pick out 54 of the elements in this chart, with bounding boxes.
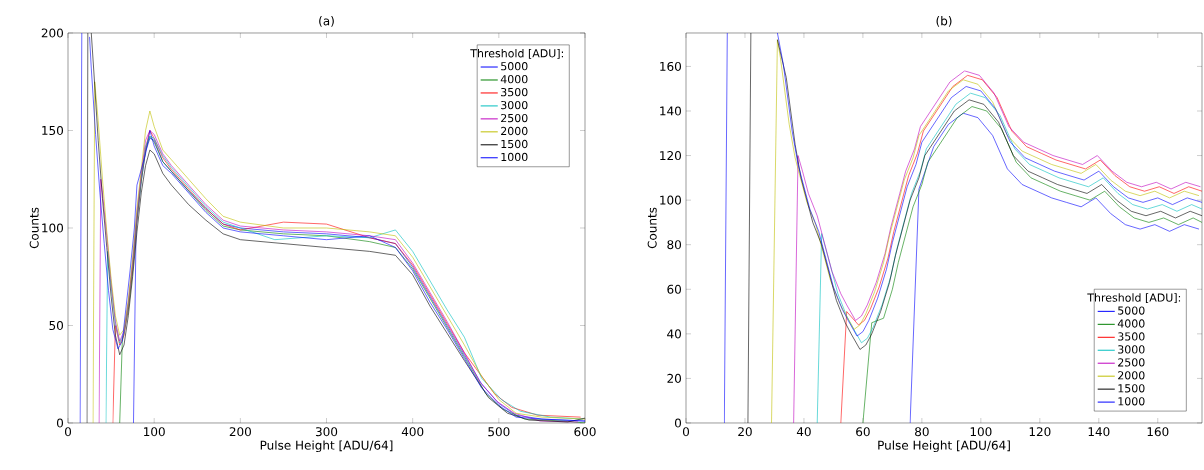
legend-title: Threshold [ADU]: [1087, 293, 1181, 304]
chart-title: (b) [936, 16, 952, 27]
legend-label: 3500 [501, 87, 528, 97]
x-axis-title: Pulse Height [ADU/64] [878, 440, 1010, 453]
y-tick-label: 100 [660, 195, 681, 205]
x-tick-label: 600 [574, 427, 596, 437]
y-axis-title: Counts [29, 207, 39, 249]
legend-title: Threshold [ADU]: [470, 48, 563, 59]
legend-label: 3000 [1118, 345, 1145, 354]
x-tick-label: 0 [64, 427, 72, 437]
y-tick-label: 50 [49, 320, 64, 331]
legend-label: 5000 [501, 62, 528, 71]
y-tick-label: 200 [41, 28, 64, 38]
legend-label: 2000 [1118, 371, 1145, 380]
y-axis-title: Counts [647, 207, 657, 249]
legend-label: 1000 [1118, 397, 1145, 406]
legend-label: 2000 [501, 126, 528, 136]
y-tick-label: 140 [660, 106, 681, 116]
legend-label: 2500 [501, 113, 528, 123]
x-tick-label: 100 [144, 427, 165, 437]
x-tick-label: 120 [1029, 427, 1051, 437]
y-tick-label: 40 [667, 329, 682, 339]
legend-label: 3500 [1118, 332, 1145, 341]
legend-label: 4000 [500, 75, 528, 84]
x-tick-label: 20 [738, 427, 752, 437]
y-tick-label: 0 [56, 418, 64, 428]
x-tick-label: 40 [796, 427, 811, 437]
legend-label: 1500 [501, 139, 528, 149]
x-tick-label: 200 [229, 427, 251, 437]
x-tick-label: 60 [856, 427, 870, 437]
chart-title: (a) [319, 16, 334, 27]
x-tick-label: 300 [315, 427, 338, 437]
y-tick-label: 120 [660, 151, 681, 161]
x-tick-label: 100 [970, 427, 992, 437]
x-axis-title: Pulse Height [ADU/64] [260, 440, 393, 453]
x-tick-label: 500 [488, 427, 510, 437]
legend-label: 5000 [1118, 306, 1145, 315]
y-tick-label: 20 [667, 373, 682, 383]
x-tick-label: 160 [1147, 427, 1169, 437]
x-tick-label: 140 [1088, 427, 1110, 437]
y-tick-label: 160 [660, 61, 681, 71]
legend-label: 4000 [1117, 319, 1145, 328]
y-tick-label: 60 [667, 284, 682, 294]
legend-label: 1000 [501, 152, 528, 162]
x-tick-label: 400 [401, 427, 424, 437]
y-tick-label: 100 [42, 223, 64, 233]
legend-label: 1500 [1118, 384, 1145, 393]
legend-label: 2500 [1118, 358, 1145, 367]
y-tick-label: 150 [42, 125, 64, 136]
x-tick-label: 80 [915, 427, 929, 437]
legend-label: 3000 [501, 100, 528, 110]
y-tick-label: 80 [667, 240, 682, 250]
x-tick-label: 0 [682, 427, 690, 437]
y-tick-label: 0 [674, 418, 682, 428]
